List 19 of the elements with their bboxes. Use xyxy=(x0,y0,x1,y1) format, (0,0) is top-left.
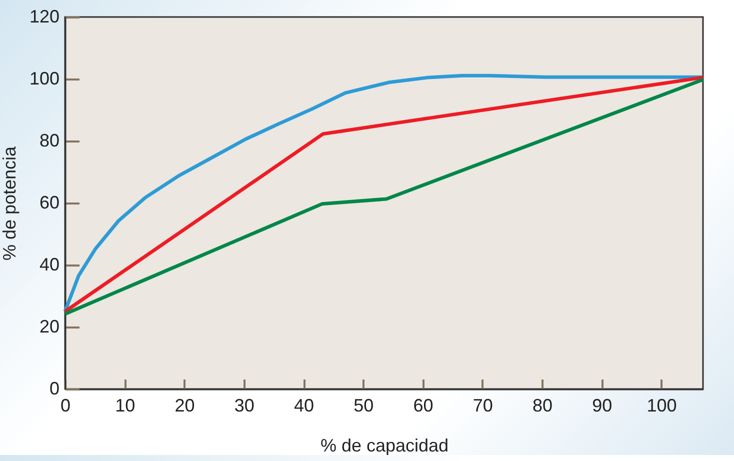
y-tick-label: 100 xyxy=(29,68,60,88)
x-tick-label: 20 xyxy=(174,396,195,416)
y-tick-label: 80 xyxy=(39,130,60,150)
y-tick-label: 120 xyxy=(29,6,60,26)
y-tick-label: 60 xyxy=(39,192,60,212)
y-axis-title: % de potencia xyxy=(0,145,20,261)
y-tick-label: 40 xyxy=(39,254,60,274)
x-tick-label: 60 xyxy=(413,396,434,416)
x-tick-label: 90 xyxy=(592,396,612,416)
x-tick-label: 50 xyxy=(354,396,374,416)
y-tick-label: 0 xyxy=(49,378,60,398)
x-tick-label: 80 xyxy=(532,396,553,416)
y-tick-label: 20 xyxy=(39,316,60,336)
x-tick-label: 70 xyxy=(472,396,493,416)
x-axis-title: % de capacidad xyxy=(320,436,449,456)
x-tick-label: 40 xyxy=(294,396,314,416)
x-tick-label: 10 xyxy=(115,396,136,416)
x-tick-label: 100 xyxy=(646,396,677,416)
x-tick-label: 30 xyxy=(234,396,254,416)
